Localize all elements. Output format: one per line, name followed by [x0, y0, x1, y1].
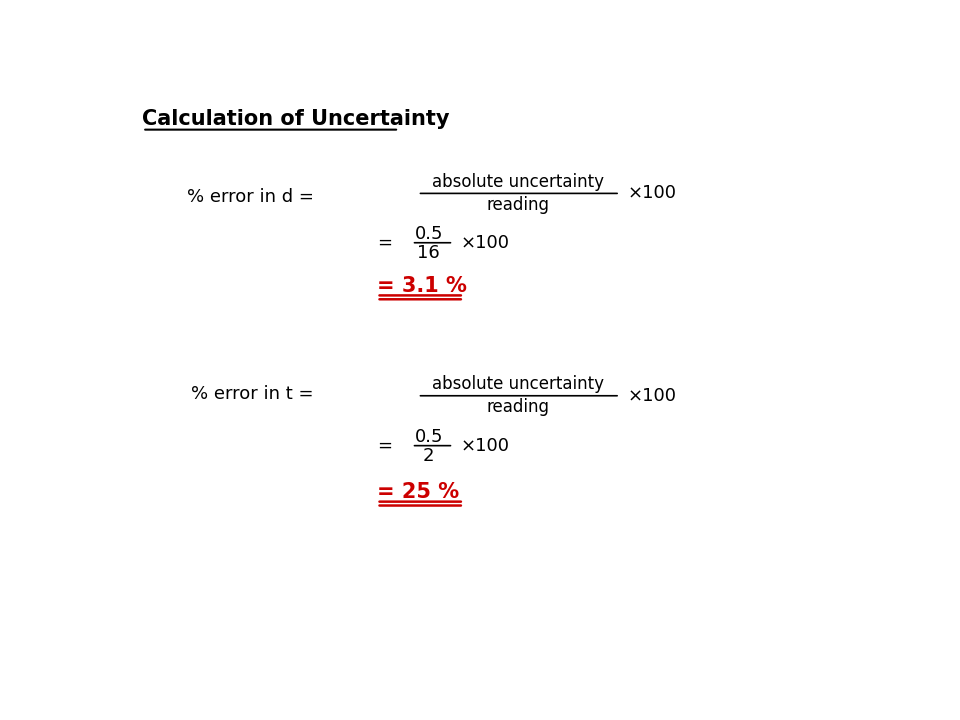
Text: ×100: ×100	[628, 184, 677, 202]
Text: absolute uncertainty: absolute uncertainty	[432, 173, 604, 191]
Text: Calculation of Uncertainty: Calculation of Uncertainty	[142, 109, 450, 129]
Text: 0.5: 0.5	[415, 225, 443, 243]
Text: % error in t =: % error in t =	[191, 385, 313, 403]
Text: = 3.1 %: = 3.1 %	[376, 276, 467, 296]
Text: 0.5: 0.5	[415, 428, 443, 446]
Text: 2: 2	[423, 446, 435, 464]
Text: ×100: ×100	[461, 234, 510, 252]
Text: reading: reading	[487, 196, 549, 214]
Text: ×100: ×100	[461, 436, 510, 454]
Text: reading: reading	[487, 398, 549, 416]
Text: =: =	[376, 234, 392, 252]
Text: ×100: ×100	[628, 387, 677, 405]
Text: =: =	[376, 436, 392, 454]
Text: = 25 %: = 25 %	[376, 482, 459, 503]
Text: % error in d =: % error in d =	[186, 188, 313, 206]
Text: 16: 16	[418, 243, 440, 261]
Text: absolute uncertainty: absolute uncertainty	[432, 375, 604, 393]
